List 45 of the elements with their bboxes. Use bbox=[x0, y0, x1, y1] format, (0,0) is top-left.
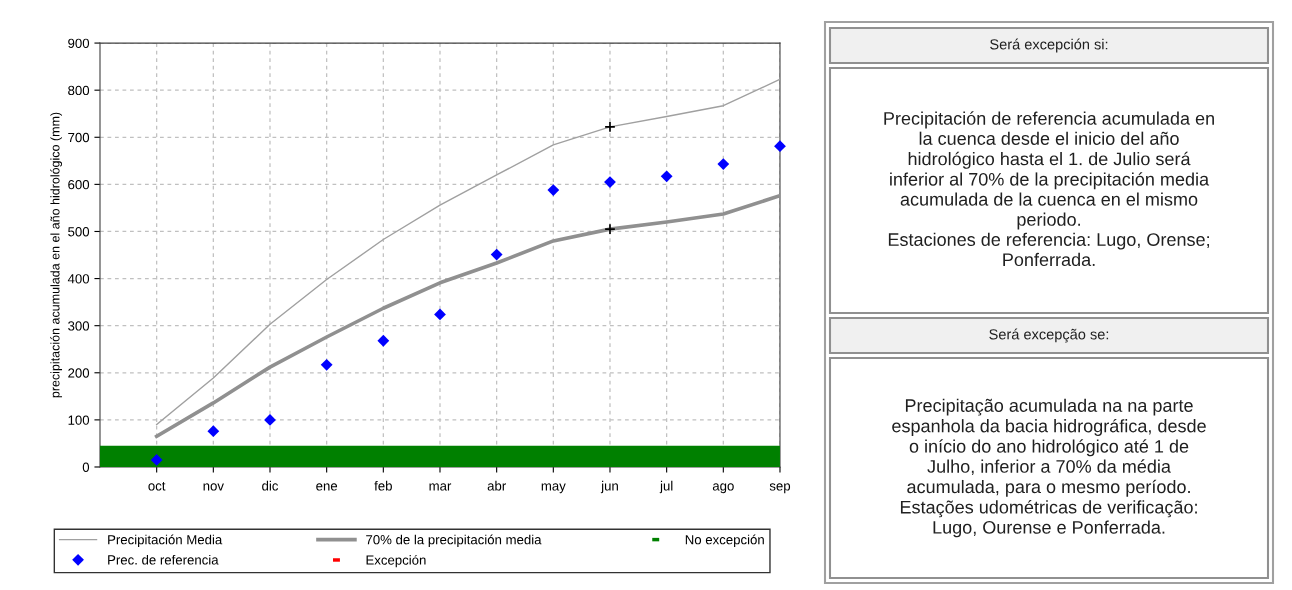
x-tick-label: jul bbox=[659, 480, 673, 494]
line-series bbox=[154, 193, 780, 439]
y-axis-title: precipitación acumulada en el año hidrológico (mm) bbox=[50, 112, 63, 398]
point bbox=[547, 184, 560, 196]
x-tick-label: feb bbox=[374, 480, 392, 491]
y-tick-label: 700 bbox=[68, 132, 90, 143]
y-tick-label: 400 bbox=[67, 274, 90, 284]
y-tick-label: 900 bbox=[68, 38, 90, 48]
text: Precipitación de referencia acumulada en la cuenca desde el inicio del año hidrológico hasta el 1. de Julio será inferior al 70% de la precipitación media acumulada de la cuenca en el mismo periodo. Estaciones de referencia: Lugo, Orense; Ponferrada. bbox=[884, 111, 1214, 267]
x-tick-label: sep bbox=[769, 483, 791, 494]
x-tick-label: ene bbox=[316, 483, 338, 491]
y-tick-label: 100 bbox=[68, 415, 90, 425]
y-tick-label: 500 bbox=[68, 227, 90, 237]
point bbox=[377, 334, 390, 347]
legend-label: Excepción bbox=[366, 554, 426, 568]
x-tick-label: nov bbox=[203, 483, 224, 491]
x-tick-label: dic bbox=[262, 480, 279, 491]
line-series bbox=[155, 78, 780, 426]
point bbox=[774, 140, 786, 153]
point bbox=[660, 170, 673, 183]
x-tick-label: jun bbox=[600, 480, 618, 494]
point bbox=[207, 425, 220, 438]
point bbox=[320, 358, 333, 371]
legend-label: 70% de la precipitación media bbox=[366, 534, 542, 547]
x-tick-label: abr bbox=[487, 480, 506, 491]
x-tick-label: ago bbox=[712, 483, 734, 494]
y-tick-label: 300 bbox=[68, 321, 90, 331]
x-tick-label: mar bbox=[429, 483, 452, 491]
y-tick-label: 200 bbox=[68, 368, 90, 378]
point bbox=[264, 413, 276, 426]
x-tick-label: oct bbox=[148, 481, 166, 491]
y-tick-label: 800 bbox=[68, 85, 90, 96]
point bbox=[717, 158, 730, 171]
legend-label: No excepción bbox=[685, 534, 764, 547]
legend-label: Precipitación Media bbox=[108, 534, 223, 547]
legend-label: Prec. de referencia bbox=[108, 554, 219, 565]
y-tick-label: 0 bbox=[82, 462, 90, 472]
x-tick-label: may bbox=[541, 483, 566, 494]
point bbox=[150, 454, 163, 466]
text: Precipitação acumulada na na parte espanhola da bacia hidrográfica, desde o início do ano hidrológico até 1 de Julho, inferior a 70% da média acumulada, para o mesmo período. Estações udométricas de verificação: Lugo, Ourense e Ponferrada. bbox=[892, 398, 1206, 538]
point bbox=[434, 308, 446, 321]
y-tick-label: 600 bbox=[68, 179, 90, 190]
text: Será excepção se: bbox=[989, 328, 1109, 343]
point bbox=[490, 248, 503, 261]
text: Será excepción si: bbox=[990, 38, 1108, 53]
